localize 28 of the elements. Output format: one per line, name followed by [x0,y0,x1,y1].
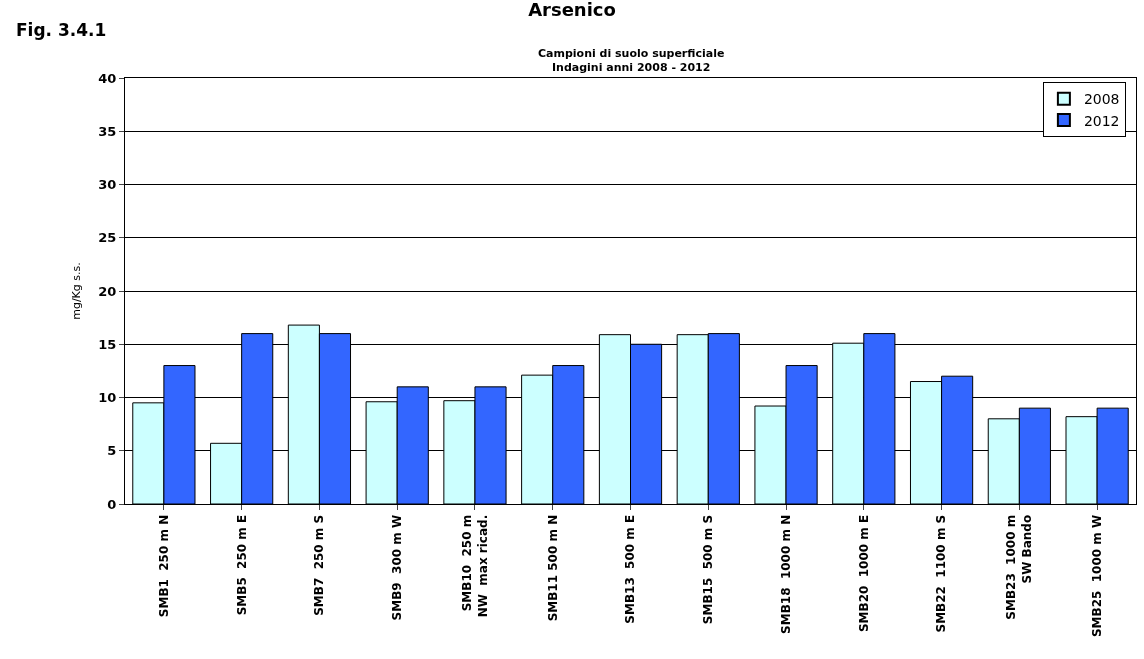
x-tick-label: SMB20 1000 m E [856,514,871,633]
y-tick-label: 35 [98,123,117,139]
x-tick-label: SMB15 500 m S [701,514,716,625]
y-tick-label: 15 [98,336,117,352]
legend-label: 2012 [1083,112,1120,129]
y-tick-label: 0 [107,496,117,512]
x-tick-label: SMB22 1100 m S [934,514,949,633]
y-tick-label: 20 [98,283,117,299]
y-tick-label: 10 [98,390,117,406]
chart-subtitle: Campioni di suolo superficiale Indagini anni 2008 - 2012 [538,47,725,75]
x-tick-label: SMB11 500 m N [545,514,560,622]
x-tick-label: SMB13 500 m E [623,514,638,624]
y-tick-label: 30 [98,177,117,193]
x-tick-label: SMB25 1000 m W [1090,514,1105,638]
x-tick-label: SMB7 250 m S [312,514,327,616]
y-tick-label: 25 [98,230,117,246]
y-axis-title: mg/Kg s.s. [69,262,83,320]
x-tick-label: SMB23 1000 m SW Bando [1004,514,1035,620]
x-tick-label: SMB1 250 m N [156,514,171,618]
chart-title: Arsenico [528,0,616,20]
x-tick-label: SMB10 250 m NW max ricad. [460,514,490,618]
x-tick-label: SMB5 250 m E [234,514,249,616]
y-tick-label: 40 [98,70,117,86]
y-tick-label: 5 [107,443,117,459]
legend-label: 2008 [1083,91,1120,108]
x-tick-label: SMB9 300 m W [390,514,405,621]
x-tick-label: SMB18 1000 m N [778,514,793,634]
caption: Fig. 3.4.1 [16,20,107,40]
